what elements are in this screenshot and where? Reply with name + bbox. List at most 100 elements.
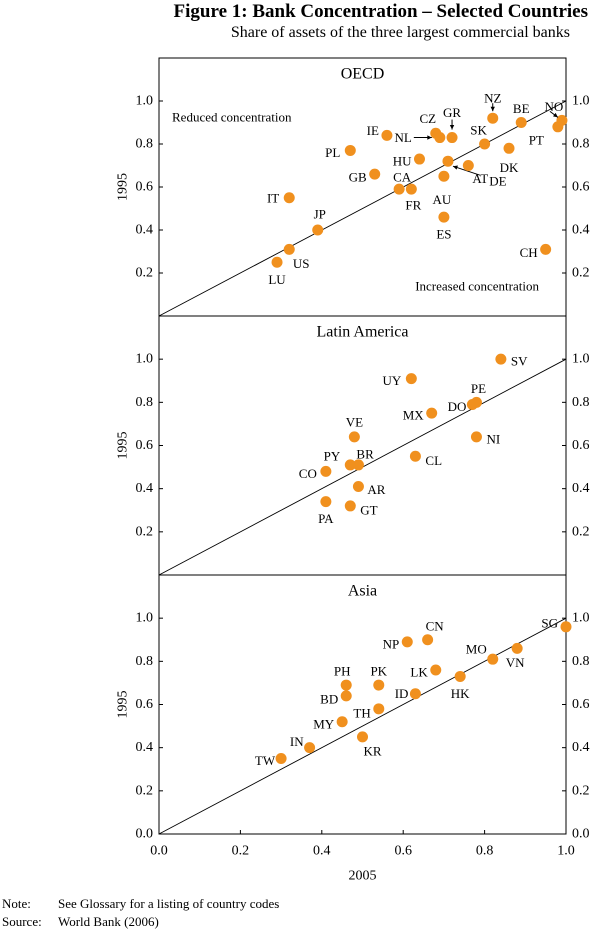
bank-concentration-chart: 0.2 0.2 0.4 0.4 0.6 0.6 0.8 0.8 1.0 1.0 1995 OECD Re… (116, 57, 590, 881)
oecd-point-au (438, 170, 450, 182)
latin-america-point-co (320, 465, 332, 477)
asia-point-label-hk: HK (451, 686, 470, 701)
note-label: Note: (2, 896, 31, 911)
oecd-point-fr (405, 183, 417, 195)
latin-america-point-gt (344, 500, 356, 512)
oecd-point-label-au: AU (433, 192, 452, 207)
asia-point-cn (422, 634, 434, 646)
oecd-point-label-es: ES (436, 227, 451, 242)
oecd-ytick-right-label: 0.6 (572, 180, 590, 195)
oecd-arrowhead-nl (427, 135, 432, 140)
asia-point-label-bd: BD (320, 691, 338, 706)
oecd-point-label-pl: PL (325, 145, 340, 160)
oecd-point-be (515, 117, 527, 128)
oecd-point-es (438, 211, 450, 223)
asia-point-label-pk: PK (370, 664, 387, 679)
note: Note: See Glossary for a listing of count… (2, 896, 279, 912)
oecd-arrowhead-nz (490, 106, 495, 112)
oecd-ytick-left-label: 0.8 (136, 137, 154, 152)
asia-point-label-lk: LK (410, 664, 428, 679)
latin-america-point-py (344, 459, 356, 471)
note-text: See Glossary for a listing of country co… (58, 896, 280, 911)
oecd-ytick-right-label: 1.0 (572, 94, 590, 109)
oecd-point-de (442, 155, 454, 167)
asia-point-ph (340, 679, 352, 691)
asia-ytick-right-label: 1.0 (572, 611, 590, 626)
oecd-ytick-right-label: 0.4 (572, 223, 590, 238)
source-label: Source: (2, 914, 42, 929)
oecd-point-label-no: NO (545, 99, 564, 114)
oecd-reference-line (158, 100, 567, 317)
oecd-point-label-at: AT (472, 171, 488, 186)
oecd-ytick-left-label: 0.6 (136, 180, 154, 195)
latin-america-point-label-cl: CL (425, 453, 442, 468)
oecd-point-label-it: IT (267, 190, 279, 205)
oecd-point-label-ch: CH (520, 245, 538, 260)
latin-america-ytick-left-label: 0.8 (136, 395, 154, 410)
oecd-point-ie (381, 129, 393, 141)
oecd-point-label-ca: CA (393, 170, 412, 185)
latin-america-point-label-gt: GT (360, 502, 377, 517)
asia-ytick-left-label: 0.6 (136, 697, 154, 712)
latin-america-point-label-mx: MX (403, 408, 425, 423)
latin-america-point-ve (348, 431, 360, 443)
x-axis-label: 2005 (349, 869, 377, 881)
oecd-ytick-left-label: 0.4 (136, 223, 154, 238)
latin-america-y-axis-label: 1995 (116, 432, 131, 460)
oecd-point-jp (312, 224, 324, 236)
latin-america-point-pa (320, 496, 332, 508)
latin-america-point-mx (426, 407, 438, 419)
latin-america-ytick-left-label: 0.4 (136, 481, 154, 496)
source-text: World Bank (2006) (58, 914, 159, 929)
latin-america-ytick-left-label: 1.0 (136, 352, 154, 367)
oecd-point-hu (413, 153, 425, 165)
latin-america-panel-title: Latin America (317, 324, 409, 341)
asia-xtick-label: 1.0 (557, 844, 575, 859)
asia-ytick-left-label: 0.0 (136, 827, 154, 842)
oecd-point-label-dk: DK (500, 160, 519, 175)
oecd-point-label-de: DE (489, 174, 506, 189)
asia-ytick-left-label: 0.2 (136, 783, 154, 798)
oecd-point-ca (393, 183, 405, 195)
oecd-y-axis-label: 1995 (116, 173, 131, 201)
latin-america-point-label-ar: AR (367, 482, 385, 497)
asia-point-label-np: NP (383, 636, 400, 651)
latin-america-point-label-pa: PA (318, 511, 334, 526)
asia-point-th (373, 703, 385, 715)
asia-point-mo (487, 653, 499, 665)
oecd-point-label-jp: JP (314, 207, 326, 222)
latin-america-ytick-right-label: 0.4 (572, 481, 590, 496)
oecd-point-gr (446, 132, 458, 144)
oecd-point-label-fr: FR (405, 198, 421, 213)
asia-point-in (304, 742, 316, 754)
oecd-point-label-pt: PT (529, 132, 544, 147)
oecd-ytick-left-label: 0.2 (136, 266, 154, 281)
oecd-point-label-ie: IE (367, 123, 379, 138)
latin-america-point-label-co: CO (299, 466, 317, 481)
oecd-panel-title: OECD (341, 66, 385, 83)
oecd-ytick-left-label: 1.0 (136, 94, 154, 109)
annotation-reduced-concentration: Reduced concentration (172, 110, 292, 125)
oecd-arrow-de (452, 165, 481, 176)
source: Source: World Bank (2006) (2, 914, 159, 930)
asia-point-hk (454, 670, 466, 682)
asia-point-label-tw: TW (255, 753, 276, 768)
asia-xtick-label: 0.6 (394, 844, 412, 859)
oecd-point-lu (271, 256, 283, 268)
asia-ytick-right-label: 0.0 (572, 827, 590, 842)
asia-point-label-cn: CN (426, 618, 445, 633)
asia-point-bd (340, 690, 352, 702)
oecd-point-label-be: BE (513, 101, 530, 116)
latin-america-point-label-ni: NI (486, 431, 500, 446)
asia-point-tw (275, 752, 287, 764)
latin-america-point-label-br: BR (356, 446, 374, 461)
latin-america-point-br (352, 459, 364, 471)
oecd-point-label-cz: CZ (419, 111, 436, 126)
oecd-point-label-gb: GB (349, 170, 367, 185)
asia-ytick-right-label: 0.2 (572, 783, 590, 798)
asia-point-label-mo: MO (466, 642, 487, 657)
oecd-arrowhead-de (452, 165, 458, 170)
oecd-point-label-sk: SK (470, 123, 487, 138)
asia-point-label-th: TH (353, 705, 370, 720)
asia-point-label-sg: SG (541, 615, 558, 630)
